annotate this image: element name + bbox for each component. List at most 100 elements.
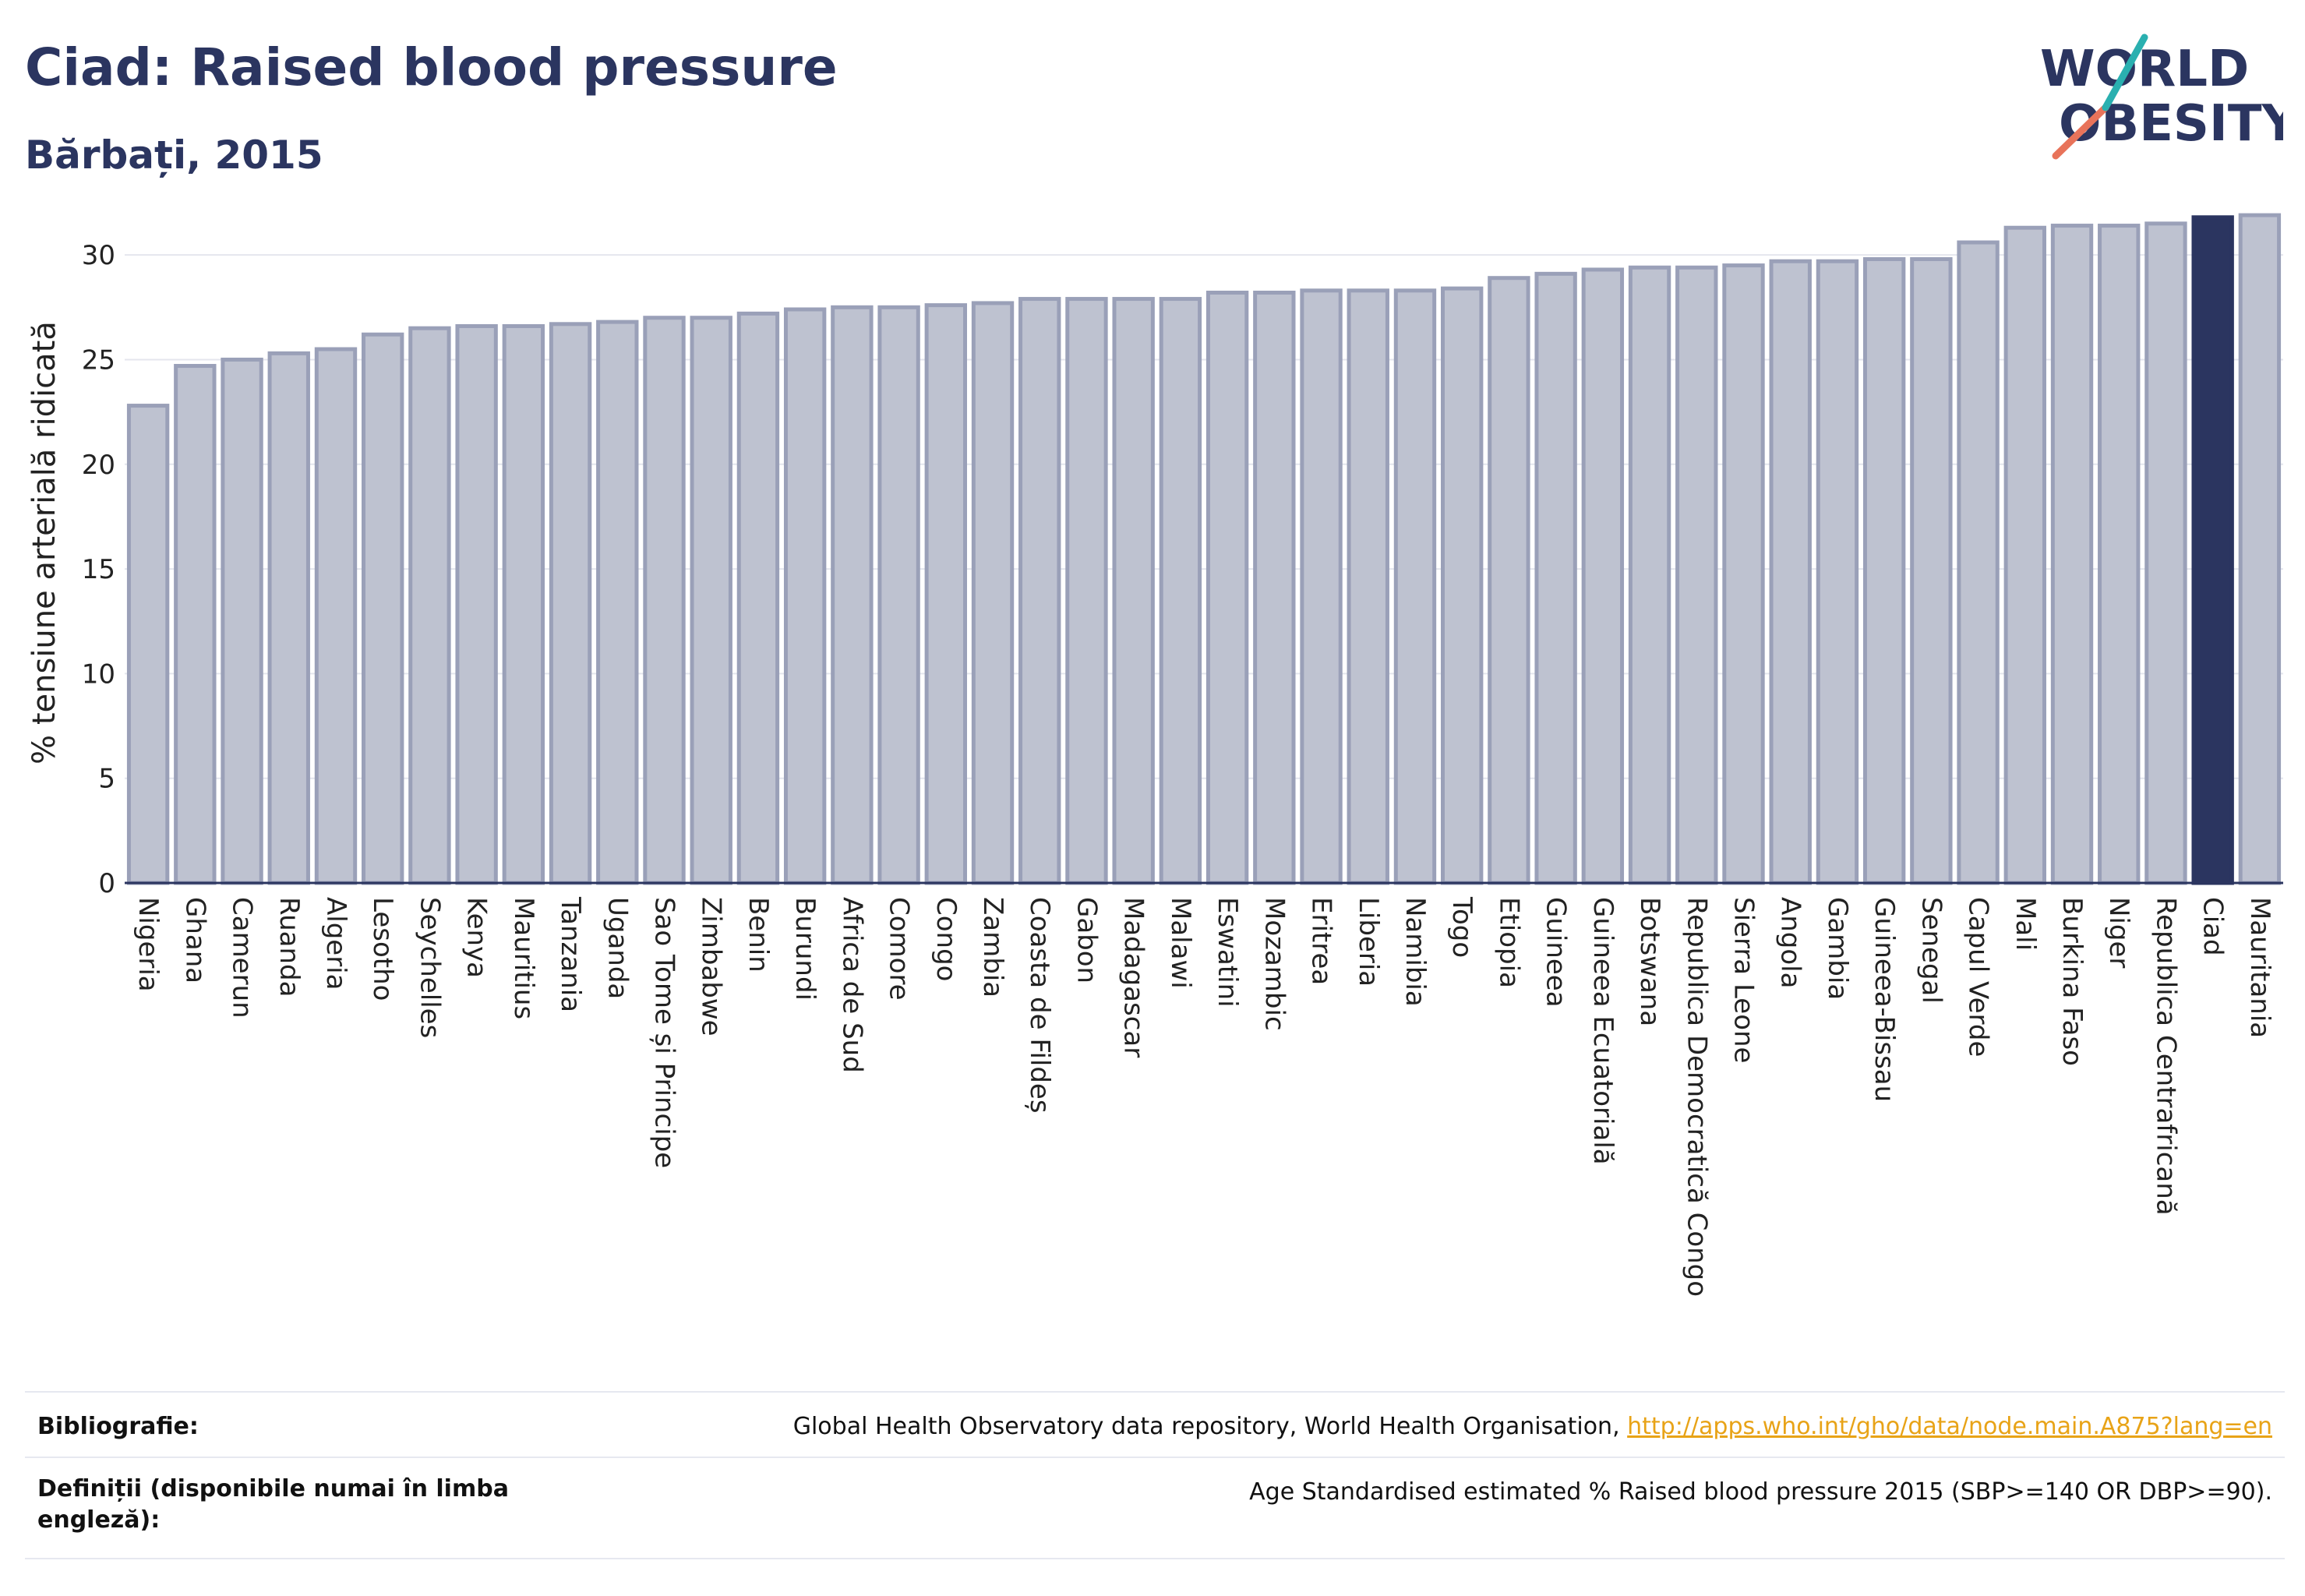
bar: [2050, 224, 2094, 885]
x-tick-label: Niger: [2103, 897, 2134, 968]
bar: [1112, 297, 1155, 885]
bar: [1534, 271, 1577, 885]
x-tick-label: Republica Democratică Congo: [1681, 897, 1712, 1297]
x-tick-label: Eswatini: [1212, 897, 1243, 1008]
x-tick-label: Africa de Sud: [836, 897, 867, 1073]
bibliography-value: Global Health Observatory data repositor…: [793, 1411, 2272, 1442]
x-tick-label: Angola: [1775, 897, 1806, 988]
bar: [971, 301, 1015, 885]
bar: [502, 323, 545, 885]
y-tick-label: 25: [82, 344, 115, 376]
bar: [455, 323, 498, 885]
bar: [1628, 265, 1671, 885]
bar: [126, 404, 170, 885]
x-tick-label: Gambia: [1822, 897, 1853, 1000]
x-tick-label: Etiopia: [1493, 897, 1524, 988]
bar: [877, 305, 920, 885]
x-tick-label: Malawi: [1165, 897, 1196, 989]
x-tick-label: Madagascar: [1118, 897, 1149, 1058]
x-tick-label: Kenya: [461, 897, 492, 978]
x-tick-label: Benin: [743, 897, 774, 973]
x-tick-label: Capul Verde: [1963, 897, 1994, 1057]
x-tick-label: Zimbabwe: [696, 897, 727, 1036]
definitions-label: Definiții (disponibile numai în limba en…: [37, 1475, 509, 1534]
x-tick-label: Eritrea: [1306, 897, 1337, 985]
definitions-value: Age Standardised estimated % Raised bloo…: [1249, 1478, 2272, 1506]
x-tick-label: Liberia: [1353, 897, 1384, 987]
bar: [408, 326, 451, 885]
bar: [2144, 221, 2187, 885]
bar: [1441, 286, 1484, 885]
x-tick-label: Gabon: [1071, 897, 1102, 983]
x-tick-label: Mauritania: [2244, 897, 2275, 1038]
bar: [1065, 297, 1108, 885]
page-subtitle: Bărbați, 2015: [25, 132, 323, 178]
x-tick-label: Ghana: [179, 897, 210, 983]
x-tick-label: Ruanda: [274, 897, 305, 997]
x-tick-label: Congo: [930, 897, 962, 981]
x-tick-label: Tanzania: [555, 896, 586, 1012]
bar: [314, 347, 358, 885]
bar: [783, 307, 827, 885]
x-tick-label: Mauritius: [508, 897, 539, 1019]
x-tick-label: Ciad: [2197, 897, 2229, 956]
bar: [2238, 213, 2282, 885]
bar: [1581, 267, 1625, 885]
bar: [2003, 225, 2046, 885]
x-tick-label: Burundi: [789, 897, 821, 1001]
bar: [643, 316, 686, 885]
x-tick-label: Republica Centrafricană: [2150, 897, 2181, 1216]
x-tick-label: Zambia: [977, 897, 1008, 998]
x-tick-label: Sierra Leone: [1728, 897, 1760, 1063]
y-tick-label: 15: [82, 554, 115, 585]
bar: [267, 351, 310, 885]
x-tick-label: Togo: [1446, 896, 1477, 958]
bar: [2098, 224, 2141, 885]
bar: [1862, 257, 1906, 885]
x-tick-label: Namibia: [1400, 897, 1431, 1007]
x-tick-label: Comore: [884, 897, 915, 1001]
x-tick-label: Botswana: [1634, 897, 1665, 1026]
bar-chart: 0 5 10 15 20 25 30 Nigeria Ghana Camerun Ruanda Alg…: [26, 213, 2283, 1297]
bar: [1675, 265, 1718, 885]
bar: [1253, 291, 1296, 885]
bar: [831, 305, 874, 885]
x-tick-label: Algeria: [320, 897, 351, 990]
bar: [596, 320, 639, 885]
x-tick-label: Seychelles: [414, 897, 445, 1038]
axes: 0 5 10 15 20 25 30 Nigeria Ghana Camerun Ruanda Alg…: [82, 240, 2283, 1297]
x-tick-label: Nigeria: [132, 897, 164, 992]
y-tick-label: 30: [82, 240, 115, 271]
bar-highlight: [2191, 215, 2234, 885]
bar: [221, 357, 263, 885]
y-axis-title: % tensiune arterială ridicată: [26, 321, 62, 764]
x-tick-label: Uganda: [602, 897, 633, 999]
bar: [549, 322, 592, 885]
bar: [1205, 291, 1249, 885]
bar: [362, 332, 404, 885]
x-tick-label: Burkina Faso: [2056, 897, 2088, 1066]
bar: [1957, 240, 2000, 885]
bibliography-row: Bibliografie: Global Health Observatory …: [25, 1391, 2285, 1458]
x-tick-label: Guineea Ecuatorială: [1587, 897, 1618, 1165]
x-tick-label: Mali: [2010, 897, 2041, 951]
world-obesity-logo: WORLD OBESITY: [2040, 34, 2283, 160]
x-tick-label: Senegal: [1915, 897, 1947, 1004]
bar: [1722, 263, 1765, 885]
y-tick-label: 10: [82, 659, 115, 690]
bar: [1300, 288, 1343, 885]
x-tick-label: Sao Tome și Principe: [649, 897, 680, 1168]
bibliography-link[interactable]: http://apps.who.int/gho/data/node.main.A…: [1627, 1413, 2272, 1440]
x-tick-label: Guineea: [1541, 897, 1572, 1008]
bar: [924, 303, 967, 885]
bar: [1769, 259, 1812, 885]
bar: [1910, 257, 1953, 885]
bars: [126, 213, 2282, 885]
x-tick-label: Guineea-Bissau: [1869, 897, 1900, 1102]
x-tick-label: Lesotho: [367, 897, 398, 1001]
x-tick-label: Mozambic: [1258, 897, 1290, 1031]
bar: [1159, 297, 1202, 885]
y-tick-label: 5: [98, 764, 115, 795]
definitions-row: Definiții (disponibile numai în limba en…: [25, 1457, 2285, 1559]
bar: [1393, 288, 1437, 885]
